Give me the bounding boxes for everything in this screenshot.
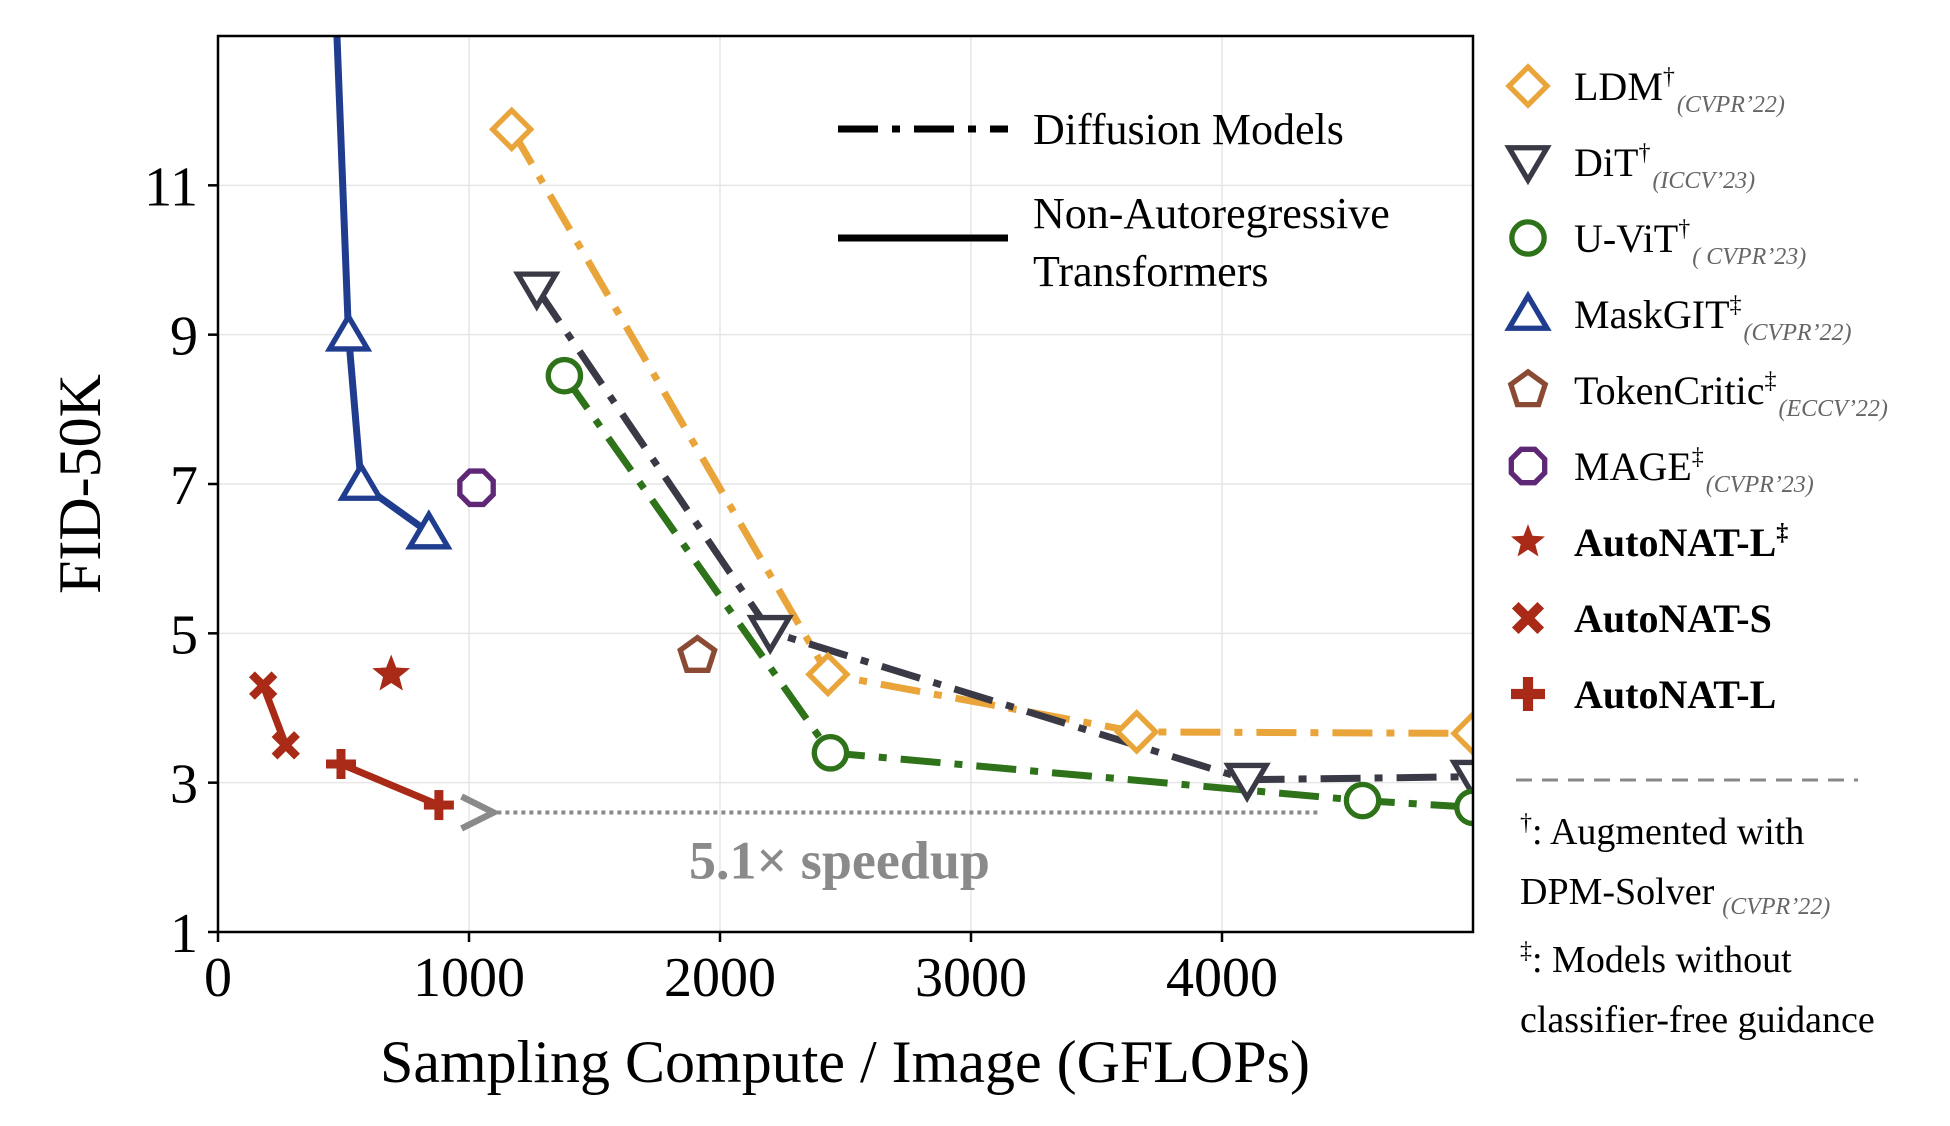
legend: LDM†(CVPR’22) DiT†(ICCV’23) U-ViT†( CVPR’2… <box>1504 63 1888 717</box>
data-point-2-2 <box>1343 781 1382 820</box>
legend-item-6: AutoNAT-L‡ <box>1511 520 1788 565</box>
y-tick-label: 5 <box>170 604 198 666</box>
note-dagger-line2: DPM-Solver (CVPR’22) <box>1520 871 1830 920</box>
series-line-3 <box>333 36 431 536</box>
style-legend: Diffusion Models Non-Autoregressive Tran… <box>838 105 1390 296</box>
series-markers <box>249 106 1473 827</box>
series-line-0 <box>508 127 1473 737</box>
legend-notes: †: Augmented with DPM-Solver (CVPR’22) ‡:… <box>1520 810 1875 1041</box>
series-line-1 <box>533 286 1473 784</box>
note-ddagger-line2: classifier-free guidance <box>1520 999 1875 1041</box>
x-tick-label: 0 <box>204 947 232 1009</box>
x-tick-label: 4000 <box>1166 947 1278 1009</box>
data-point-1-0 <box>513 271 561 312</box>
style-legend-solid-label-1: Non-Autoregressive <box>1033 189 1390 238</box>
data-point-7-1 <box>271 731 300 760</box>
y-tick-label: 1 <box>170 903 198 965</box>
legend-marker-8 <box>1511 677 1545 711</box>
data-point-0-3 <box>1450 710 1473 757</box>
data-point-5-0 <box>457 468 496 508</box>
data-point-8-0 <box>325 749 356 779</box>
y-tick-label: 9 <box>170 306 198 368</box>
data-point-1-1 <box>746 614 794 656</box>
data-point-6-0 <box>372 654 411 691</box>
axis-ticks: 0 1000 2000 3000 4000 1 3 5 7 9 11 <box>144 156 1278 1009</box>
x-tick-label: 1000 <box>413 947 525 1009</box>
speedup-label: 5.1× speedup <box>689 831 990 891</box>
legend-item-7: AutoNAT-S <box>1511 596 1772 641</box>
legend-item-8: AutoNAT-L <box>1511 672 1776 717</box>
series-line-8 <box>339 760 441 809</box>
x-tick-label: 3000 <box>915 947 1027 1009</box>
data-point-2-0 <box>545 356 584 395</box>
legend-marker-3 <box>1504 290 1552 331</box>
legend-item-3: MaskGIT‡(CVPR’22) <box>1504 290 1852 346</box>
x-axis-label: Sampling Compute / Image (GFLOPs) <box>380 1029 1310 1095</box>
legend-label-4: TokenCritic‡(ECCV’22) <box>1574 368 1888 422</box>
legend-item-0: LDM†(CVPR’22) <box>1505 63 1785 118</box>
note-dagger: †: Augmented with <box>1520 810 1804 853</box>
style-legend-dashdot-label: Diffusion Models <box>1033 105 1344 154</box>
legend-label-7: AutoNAT-S <box>1574 596 1772 641</box>
y-tick-label: 7 <box>170 455 198 517</box>
y-tick-label: 11 <box>144 156 198 218</box>
legend-label-0: LDM†(CVPR’22) <box>1574 64 1785 118</box>
data-point-1-2 <box>1223 762 1271 803</box>
data-point-2-1 <box>811 733 850 772</box>
data-point-3-3 <box>405 509 453 550</box>
legend-item-2: U-ViT†( CVPR’23) <box>1509 216 1806 270</box>
legend-label-5: MAGE‡(CVPR’23) <box>1574 444 1814 498</box>
grid <box>217 36 1473 933</box>
legend-marker-7 <box>1511 601 1545 635</box>
legend-label-2: U-ViT†( CVPR’23) <box>1574 216 1806 270</box>
note-ddagger: ‡: Models without <box>1520 938 1792 981</box>
legend-item-4: TokenCritic‡(ECCV’22) <box>1507 368 1888 422</box>
y-tick-label: 3 <box>170 754 198 816</box>
legend-marker-0 <box>1505 63 1551 109</box>
series-line-2 <box>561 373 1473 811</box>
legend-marker-1 <box>1504 145 1552 186</box>
legend-label-3: MaskGIT‡(CVPR’22) <box>1574 292 1852 346</box>
data-point-0-0 <box>488 106 535 153</box>
data-point-3-1 <box>324 311 373 352</box>
x-tick-label: 2000 <box>664 947 776 1009</box>
legend-item-5: MAGE‡(CVPR’23) <box>1508 444 1814 498</box>
legend-marker-5 <box>1508 446 1548 486</box>
data-point-2-3 <box>1454 788 1473 827</box>
legend-marker-2 <box>1509 219 1547 257</box>
data-point-4-0 <box>677 634 718 673</box>
series-lines <box>259 36 1473 811</box>
speedup-annotation: 5.1× speedup <box>494 813 1318 891</box>
data-point-0-1 <box>805 651 851 698</box>
legend-label-6: AutoNAT-L‡ <box>1574 520 1788 565</box>
legend-item-1: DiT†(ICCV’23) <box>1504 140 1755 194</box>
legend-label-8: AutoNAT-L <box>1574 672 1776 717</box>
data-point-3-2 <box>337 460 385 501</box>
style-legend-solid-label-2: Transformers <box>1033 247 1268 296</box>
series-line-7 <box>259 684 290 747</box>
legend-label-1: DiT†(ICCV’23) <box>1574 140 1755 194</box>
data-point-8-1 <box>423 790 454 821</box>
legend-marker-4 <box>1507 368 1549 408</box>
data-point-0-2 <box>1113 709 1160 755</box>
data-point-1-3 <box>1449 759 1473 800</box>
legend-marker-6 <box>1511 524 1545 557</box>
y-axis-label: FID-50K <box>47 374 113 594</box>
data-point-7-0 <box>249 671 278 700</box>
